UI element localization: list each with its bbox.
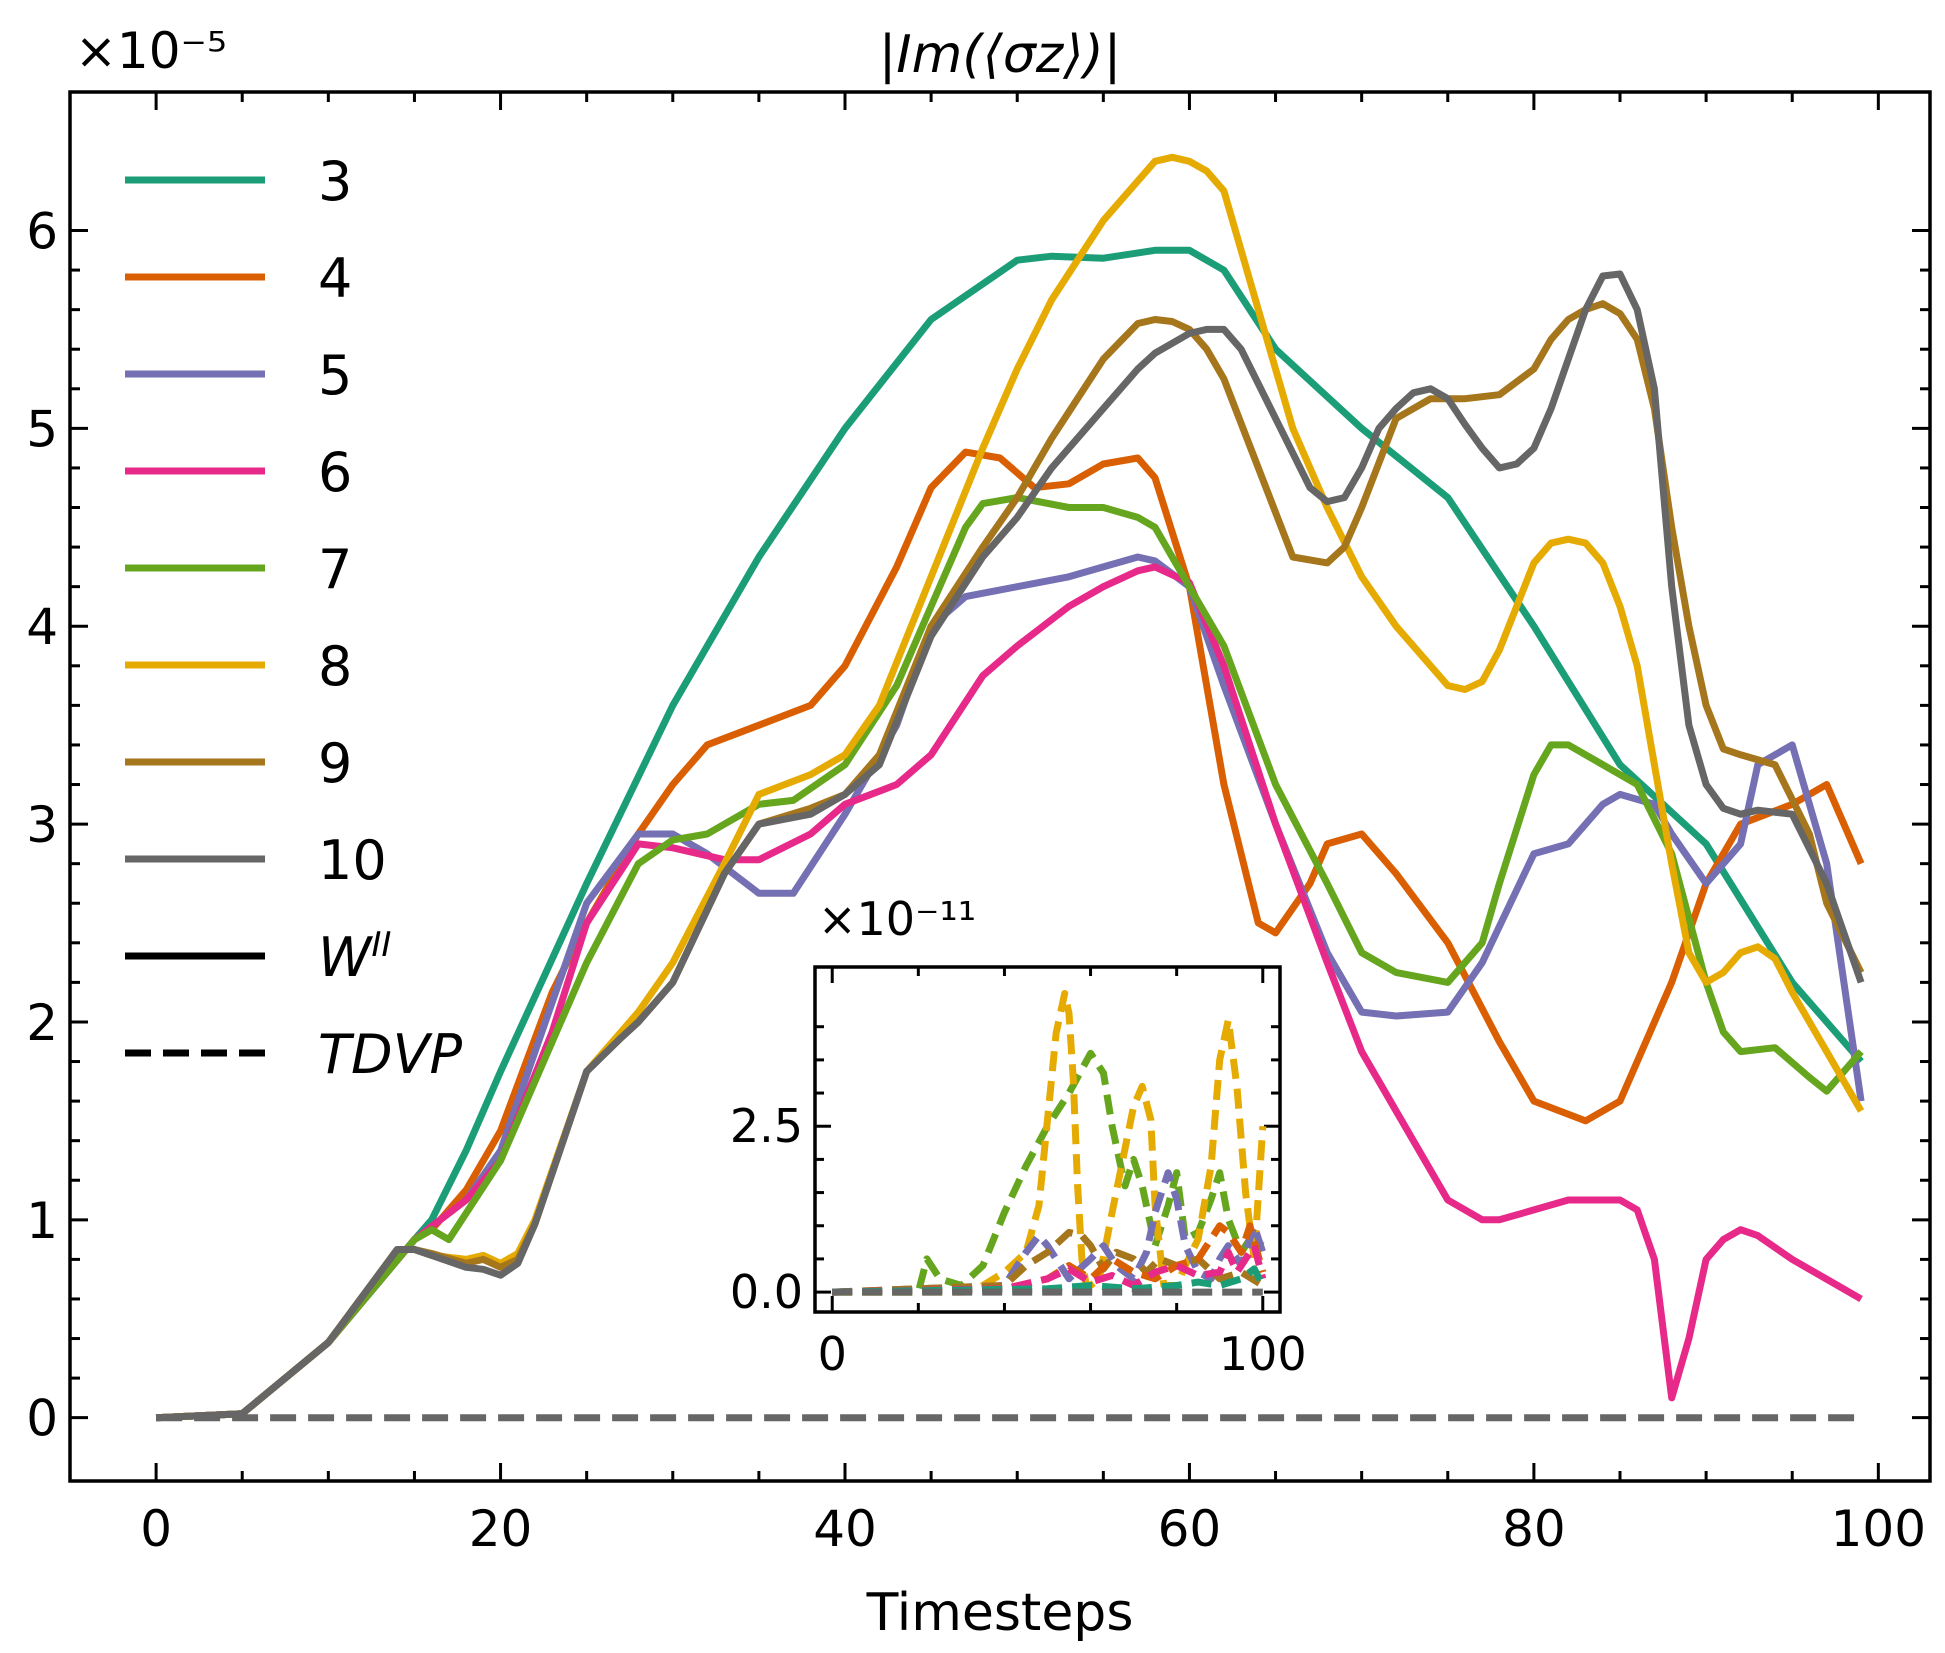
x-tick-label: 80 xyxy=(1502,1500,1566,1558)
series-line-7 xyxy=(155,494,1864,1422)
legend-label-4: 7 xyxy=(318,538,352,601)
y-tick-label: 1 xyxy=(26,1192,58,1250)
inset-y-tick-label: 2.5 xyxy=(730,1099,803,1153)
inset-series-5 xyxy=(832,1169,1267,1296)
y-multiplier: ×10⁻⁵ xyxy=(75,22,227,80)
legend-label-0: 3 xyxy=(318,150,352,213)
inset-y-tick-label: 0.0 xyxy=(730,1265,803,1319)
inset-series-9 xyxy=(832,1228,1265,1296)
x-tick-label: 40 xyxy=(813,1500,877,1558)
legend-label-3: 6 xyxy=(318,441,352,504)
inset-x-tick-label: 0 xyxy=(818,1327,847,1381)
legend-label-8: WII xyxy=(318,925,391,989)
series-line-5 xyxy=(155,553,1865,1422)
y-tick-label: 3 xyxy=(26,796,58,854)
x-axis-label: Timesteps xyxy=(866,1583,1134,1643)
inset-frame xyxy=(813,965,1282,1314)
inset-multiplier: ×10⁻¹¹ xyxy=(818,892,976,946)
y-tick-label: 5 xyxy=(26,400,58,458)
x-tick-label: 0 xyxy=(140,1500,172,1558)
y-tick-label: 4 xyxy=(26,598,58,656)
inset-series-7 xyxy=(832,1049,1265,1296)
legend-label-2: 5 xyxy=(318,344,352,407)
legend-label-1: 4 xyxy=(318,247,352,310)
legend: 3 4 5 6 7 8 9 10 WII TDVP xyxy=(125,150,463,1086)
x-tick-label: 20 xyxy=(469,1500,533,1558)
legend-sup: II xyxy=(371,925,391,965)
series-line-10 xyxy=(155,270,1865,1422)
plot-frame xyxy=(68,90,1932,1483)
inset-plot-area: 0 100 0.0 2.5 xyxy=(730,965,1307,1381)
legend-label-6: 9 xyxy=(318,732,352,795)
y-tick-label: 0 xyxy=(26,1390,58,1448)
inset-series-6 xyxy=(832,1242,1267,1296)
legend-label-5: 8 xyxy=(318,635,352,698)
legend-label-7: 10 xyxy=(318,829,387,892)
chart-title: |Im(⟨σz⟩)| xyxy=(879,25,1121,85)
x-tick-label: 100 xyxy=(1831,1500,1926,1558)
legend-label-9: TDVP xyxy=(318,1023,463,1086)
inset-x-tick-label: 100 xyxy=(1219,1327,1307,1381)
x-tick-label: 60 xyxy=(1158,1500,1222,1558)
series-line-6 xyxy=(155,563,1863,1422)
inset-background xyxy=(815,967,1280,1312)
y-tick-label: 6 xyxy=(26,203,58,261)
inset-series-8 xyxy=(832,990,1267,1296)
y-tick-label: 2 xyxy=(26,994,58,1052)
